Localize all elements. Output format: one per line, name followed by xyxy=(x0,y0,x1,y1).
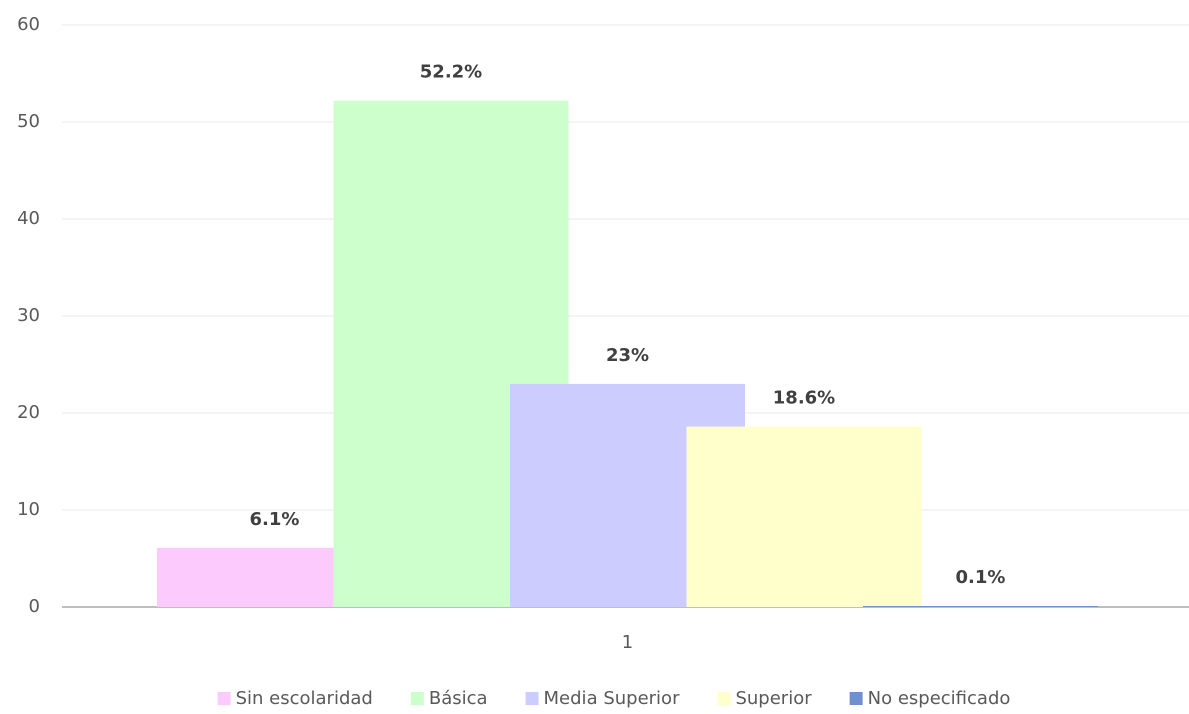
legend-label: Media Superior xyxy=(544,688,681,709)
bar xyxy=(686,426,922,607)
value-label: 18.6% xyxy=(773,388,835,409)
value-label: 0.1% xyxy=(956,567,1006,588)
legend-label: Básica xyxy=(429,688,488,709)
legend-swatch xyxy=(717,692,731,705)
y-tick-label: 50 xyxy=(17,111,40,132)
y-tick-label: 0 xyxy=(29,596,40,617)
y-tick-label: 30 xyxy=(17,305,40,326)
legend-label: Superior xyxy=(735,688,812,709)
y-tick-label: 20 xyxy=(17,402,40,423)
value-label: 52.2% xyxy=(420,62,482,83)
y-tick-label: 40 xyxy=(17,208,40,229)
legend-swatch xyxy=(849,692,863,705)
bar xyxy=(863,606,1098,607)
value-label: 6.1% xyxy=(250,509,300,530)
legend-swatch xyxy=(217,692,231,705)
y-tick-label: 60 xyxy=(17,14,40,35)
legend-swatch xyxy=(410,692,424,705)
legend-label: No especificado xyxy=(868,688,1011,709)
value-label: 23% xyxy=(606,345,649,366)
legend-swatch xyxy=(525,692,539,705)
legend-label: Sin escolaridad xyxy=(236,688,373,709)
y-tick-label: 10 xyxy=(17,499,40,520)
x-tick-label: 1 xyxy=(622,632,633,653)
